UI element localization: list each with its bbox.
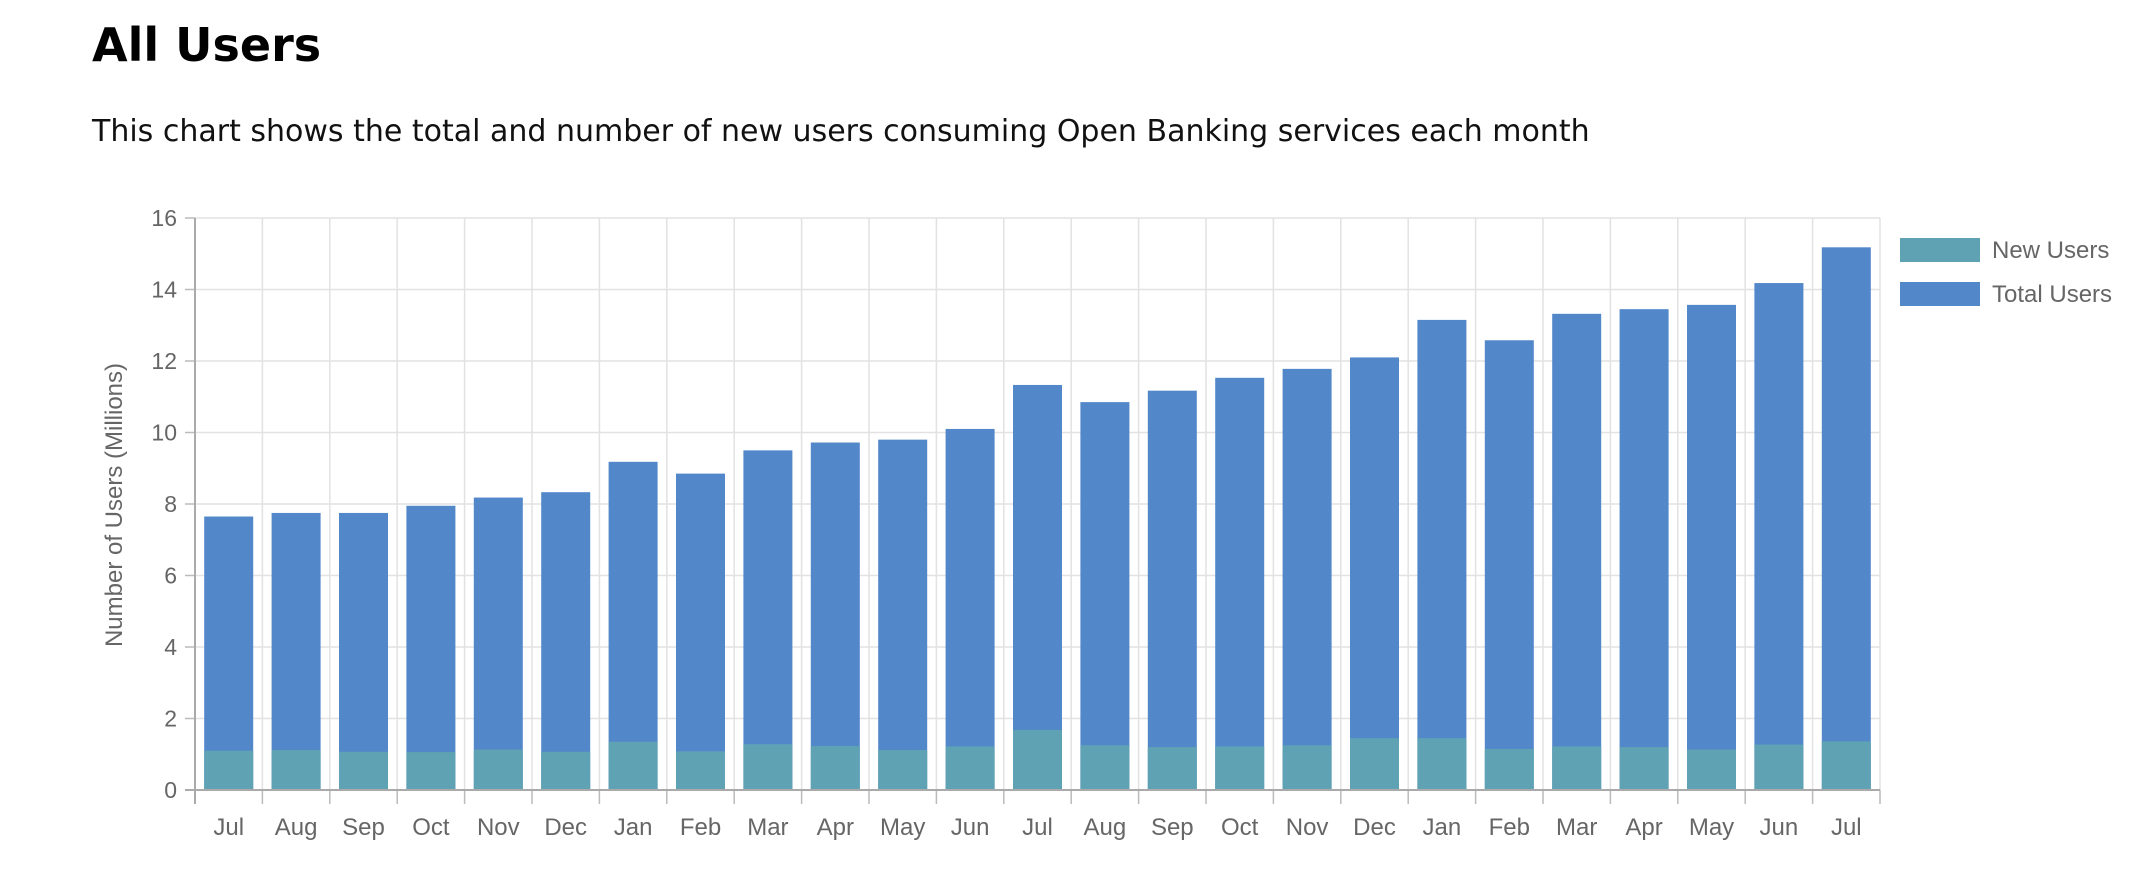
y-tick-label: 12 (151, 348, 177, 374)
bar-total-users (878, 439, 928, 790)
y-tick-label: 8 (164, 491, 177, 517)
x-tick-label: Jun (951, 814, 990, 841)
bar-total-users (204, 516, 254, 790)
bar-new-users (1080, 745, 1130, 790)
bar-total-users (473, 497, 523, 790)
bar-new-users (204, 750, 254, 790)
x-tick-label: May (1689, 814, 1734, 841)
bar-total-users (406, 505, 456, 790)
x-tick-label: Aug (1084, 814, 1127, 841)
bar-total-users (1754, 283, 1804, 790)
bar-total-users (1147, 390, 1197, 790)
bar-new-users (339, 751, 388, 790)
x-tick-label: Aug (275, 814, 318, 841)
bar-total-users (1350, 357, 1399, 790)
bar-new-users (676, 751, 725, 790)
bar-new-users (406, 752, 456, 790)
bar-total-users (810, 442, 860, 790)
bar-total-users (1484, 340, 1534, 790)
x-tick-label: Jan (1423, 814, 1462, 841)
bar-total-users (1821, 247, 1871, 790)
x-tick-label: May (880, 814, 925, 841)
y-tick-label: 6 (164, 563, 177, 589)
bar-new-users (1417, 738, 1467, 790)
bar-total-users (1013, 384, 1062, 790)
bar-new-users (271, 749, 321, 790)
x-tick-label: Nov (1286, 814, 1329, 841)
bar-new-users (810, 746, 860, 790)
bar-new-users (878, 749, 928, 790)
page-subtitle: This chart shows the total and number of… (92, 114, 1590, 149)
x-tick-label: Dec (1353, 814, 1396, 841)
x-tick-label: Sep (1151, 814, 1194, 841)
bar-new-users (1147, 747, 1197, 790)
x-tick-label: Oct (412, 814, 450, 841)
x-tick-label: Jun (1760, 814, 1799, 841)
bar-new-users (1350, 738, 1399, 790)
x-tick-label: Dec (544, 814, 587, 841)
x-tick-label: Mar (747, 814, 788, 841)
x-tick-label: Jan (614, 814, 653, 841)
bar-total-users (1417, 319, 1467, 790)
legend-label: New Users (1992, 237, 2109, 264)
bar-new-users (743, 744, 793, 790)
x-tick-label: Mar (1556, 814, 1597, 841)
chart-bars (204, 247, 1871, 790)
y-tick-label: 16 (151, 205, 177, 231)
x-tick-label: Sep (342, 814, 385, 841)
bar-total-users (1687, 304, 1736, 790)
bar-total-users (339, 512, 388, 790)
y-axis-label: Number of Users (Millions) (101, 363, 128, 647)
y-tick-label: 10 (151, 420, 177, 446)
bar-new-users (1754, 744, 1804, 790)
x-tick-label: Jul (1022, 814, 1053, 841)
x-tick-label: Feb (1489, 814, 1530, 841)
bar-new-users (1687, 749, 1736, 790)
bar-total-users (1080, 402, 1130, 790)
x-tick-label: Oct (1221, 814, 1259, 841)
y-tick-label: 2 (164, 706, 177, 732)
bar-new-users (945, 746, 995, 790)
bar-new-users (541, 751, 591, 790)
y-tick-label: 14 (151, 277, 177, 303)
chart-legend: New Users Total Users (1900, 237, 2112, 308)
x-tick-label: Apr (817, 814, 854, 841)
y-tick-label: 4 (164, 634, 177, 660)
x-tick-label: Apr (1625, 814, 1662, 841)
x-tick-label: Nov (477, 814, 520, 841)
bar-total-users (541, 492, 591, 790)
chart-tick-labels: 0 2 4 6 8 10 12 14 16 Jul Aug Sep Oct Nov Dec Jan Feb Mar… (151, 205, 1861, 841)
bar-new-users (1821, 741, 1871, 790)
bar-total-users (676, 473, 725, 790)
bar-new-users (608, 741, 658, 790)
bar-total-users (271, 512, 321, 790)
bar-new-users (1013, 729, 1062, 790)
bar-total-users (1619, 309, 1669, 790)
bar-new-users (1215, 746, 1265, 790)
bar-total-users (1215, 377, 1265, 790)
bar-total-users (608, 461, 658, 790)
bar-total-users (1282, 368, 1332, 790)
x-tick-label: Feb (680, 814, 721, 841)
y-tick-label: 0 (164, 777, 177, 803)
bar-new-users (473, 749, 523, 790)
x-tick-label: Jul (213, 814, 244, 841)
bar-total-users (743, 450, 793, 790)
legend-label: Total Users (1992, 281, 2112, 308)
legend-swatch (1900, 238, 1980, 262)
bar-new-users (1619, 747, 1669, 790)
legend-swatch (1900, 282, 1980, 306)
x-tick-label: Jul (1831, 814, 1862, 841)
bar-total-users (1552, 313, 1602, 790)
chart-axes (185, 217, 1881, 804)
page-title: All Users (92, 18, 322, 72)
bar-new-users (1552, 746, 1602, 790)
bar-total-users (945, 428, 995, 790)
bar-new-users (1282, 745, 1332, 790)
bar-new-users (1484, 748, 1534, 790)
